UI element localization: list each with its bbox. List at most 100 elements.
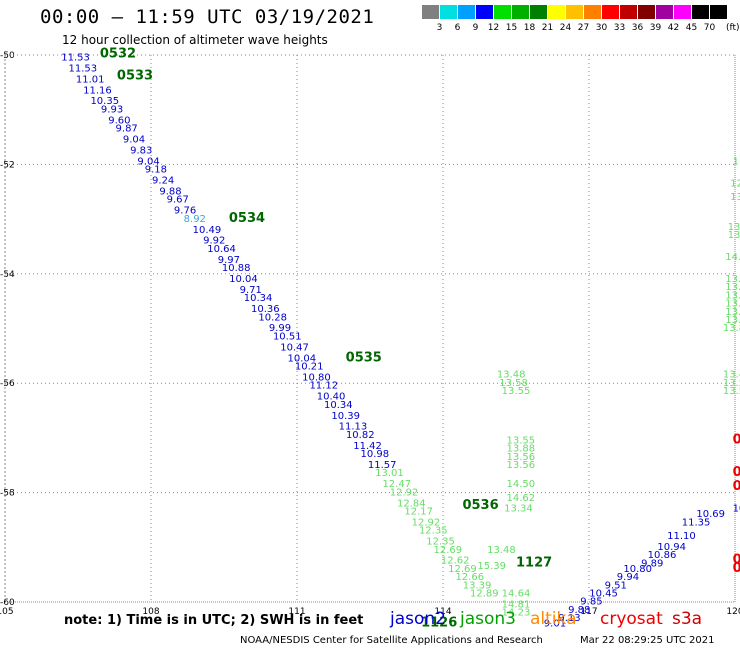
data-point: 11.10	[667, 531, 696, 542]
edge-data-label: 13	[730, 192, 740, 203]
scale-swatch	[440, 5, 457, 19]
data-point: 13.58	[499, 378, 528, 389]
scale-swatch	[422, 5, 439, 19]
data-point: 13.34	[504, 504, 533, 515]
pass-label: 03	[733, 465, 740, 480]
data-point: 9.83	[130, 145, 152, 156]
scale-swatch	[458, 5, 475, 19]
edge-data-label: 13.7	[725, 274, 740, 285]
scale-label: 24	[559, 23, 572, 33]
legend-item-cryosat: cryosat	[600, 609, 663, 629]
edge-data-label: 13.8	[725, 290, 740, 301]
data-point: 14.50	[507, 479, 536, 490]
scale-swatch	[656, 5, 673, 19]
data-point: 9.18	[145, 165, 167, 176]
data-point: 10.36	[251, 304, 280, 315]
pass-label: 1127	[516, 555, 552, 570]
pass-label: 0536	[462, 498, 498, 513]
data-point: 10.47	[280, 342, 309, 353]
x-tick-label: 114	[434, 607, 451, 617]
pass-label: 034	[733, 553, 740, 568]
edge-data-label: 13.48	[723, 370, 740, 381]
y-tick-label: -54	[0, 270, 15, 280]
data-point: 10.04	[229, 274, 258, 285]
pass-label: 1126	[421, 616, 457, 631]
pass-label: 0535	[346, 350, 382, 365]
data-point: 9.85	[580, 597, 602, 608]
data-point: 10.82	[346, 430, 375, 441]
scale-units: (ft)	[726, 23, 740, 33]
data-point: 9.76	[174, 206, 196, 217]
scale-label: 30	[595, 23, 608, 33]
data-point: 12.92	[412, 517, 441, 528]
edge-data-label: 13.4	[725, 315, 740, 326]
data-point: 10.49	[193, 225, 222, 236]
footer-credit: NOAA/NESDIS Center for Satellite Applica…	[240, 635, 543, 646]
data-point: 11.53	[69, 63, 98, 74]
data-point: 12.69	[434, 545, 463, 556]
data-point: 10.86	[648, 550, 677, 561]
data-point: 12.62	[441, 556, 470, 567]
edge-data-label: 13	[728, 230, 740, 241]
pass-label: 0533	[117, 69, 153, 84]
y-tick-label: -60	[0, 598, 15, 608]
data-point: 9.01	[544, 619, 566, 630]
scale-label: 33	[613, 23, 626, 33]
data-point: 13.48	[487, 545, 516, 556]
data-point: 12.66	[455, 572, 484, 583]
data-point: 13.88	[507, 444, 536, 455]
data-point: 11.12	[309, 381, 338, 392]
data-point: 15.39	[477, 561, 506, 572]
scale-label: 3	[436, 23, 443, 33]
data-point: 9.24	[152, 176, 174, 187]
data-point: 12.47	[382, 479, 411, 490]
data-point: 11.57	[368, 460, 397, 471]
edge-data-label: 13	[728, 222, 740, 233]
y-tick-label: -50	[0, 51, 15, 61]
data-point: 9.94	[617, 572, 639, 583]
data-point: 13.56	[507, 460, 536, 471]
data-point: 9.92	[203, 236, 225, 247]
data-point: 13.56	[507, 452, 536, 463]
scale-label: 6	[454, 23, 461, 33]
x-tick-label: 105	[0, 607, 14, 617]
scale-swatch	[494, 5, 511, 19]
edge-data-label: 13.53	[723, 378, 740, 389]
data-point: 12.35	[426, 537, 455, 548]
scale-swatch	[620, 5, 637, 19]
data-point: 13.48	[497, 370, 526, 381]
edge-data-label: 13.6	[725, 282, 740, 293]
data-point: 10.04	[288, 353, 317, 364]
legend-item-jason3: jason3	[460, 609, 516, 629]
scale-label: 27	[577, 23, 590, 33]
data-point: 10.34	[324, 400, 353, 411]
edge-data-label: 13.86	[723, 323, 740, 334]
data-point: 10.98	[361, 449, 390, 460]
data-point: 11.35	[682, 517, 711, 528]
data-point: 13.55	[507, 435, 536, 446]
data-point: 10.80	[302, 372, 331, 383]
y-tick-label: -56	[0, 379, 15, 389]
legend-item-altika: altika	[530, 609, 577, 629]
edge-data-label: 13.5	[725, 299, 740, 310]
data-point: 9.89	[641, 558, 663, 569]
data-point: 9.04	[123, 135, 145, 146]
pass-label: 0534	[229, 211, 265, 226]
data-point: 12.84	[397, 498, 426, 509]
y-tick-label: -58	[0, 489, 15, 499]
data-point: 10.45	[589, 589, 618, 600]
x-tick-label: 120	[726, 607, 740, 617]
data-point: 12.35	[419, 526, 448, 537]
pass-label: 0532	[100, 47, 136, 62]
scale-swatch	[584, 5, 601, 19]
data-point: 9.67	[167, 195, 189, 206]
data-point: 12.89	[470, 589, 499, 600]
page-title: 00:00 – 11:59 UTC 03/19/2021	[40, 6, 375, 28]
edge-data-label: 1	[733, 156, 739, 167]
edge-data-label: 10	[733, 504, 740, 515]
footer-note: note: 1) Time is in UTC; 2) SWH is in fe…	[64, 613, 364, 628]
data-point: 14.62	[507, 493, 536, 504]
x-tick-label: 117	[580, 607, 597, 617]
x-tick-label: 111	[288, 607, 305, 617]
